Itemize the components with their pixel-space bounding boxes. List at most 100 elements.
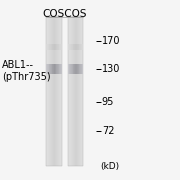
Text: 95: 95 [102,97,114,107]
Bar [51,64,52,74]
Bar [80,44,81,50]
Bar [68,64,69,74]
Bar [82,44,83,50]
Bar [68,44,69,50]
Bar [76,64,77,74]
Bar [73,16,74,166]
Bar [56,64,57,74]
Bar [71,64,72,74]
Bar [61,16,62,166]
Bar [77,44,78,50]
Bar [79,64,80,74]
Bar [50,64,51,74]
Bar [48,16,49,166]
Bar [61,64,62,74]
Bar [46,16,47,166]
Bar [78,16,79,166]
Bar [59,64,60,74]
Bar [70,64,71,74]
Bar [48,44,49,50]
Text: COSCOS: COSCOS [42,9,87,19]
Text: 72: 72 [102,125,114,136]
Bar [55,16,56,166]
Text: ABL1--: ABL1-- [2,60,34,70]
Bar [55,44,56,50]
Bar [49,44,50,50]
Bar [50,16,51,166]
Bar [60,64,61,74]
Bar [68,16,69,166]
Bar [72,64,73,74]
Bar [81,44,82,50]
Bar [51,44,52,50]
Bar [55,16,56,166]
Bar [54,16,55,166]
Bar [81,64,82,74]
Bar [52,44,53,50]
Bar [58,64,59,74]
Bar [54,64,55,74]
Bar [80,64,81,74]
Bar [53,64,54,74]
Bar [48,64,49,74]
Bar [71,44,72,50]
Bar [73,44,74,50]
Bar [74,16,75,166]
Bar [61,44,62,50]
Bar [71,16,72,166]
Bar [74,44,75,50]
Bar [52,16,53,166]
Bar [77,64,78,74]
Bar [78,44,79,50]
Bar [73,64,74,74]
Bar [47,16,48,166]
Bar [75,16,76,166]
Bar [69,16,70,166]
Text: 130: 130 [102,64,120,74]
Bar [58,44,59,50]
Bar [80,16,81,166]
Bar [72,16,73,166]
Bar [46,44,47,50]
Bar [72,44,73,50]
Bar [77,16,78,166]
Bar [47,44,48,50]
Bar [56,16,57,166]
Bar [59,44,60,50]
Bar [76,44,77,50]
Text: (kD): (kD) [100,162,119,171]
Bar [57,64,58,74]
Bar [49,64,50,74]
Bar [59,16,60,166]
Bar [60,16,61,166]
Bar [82,16,83,166]
Bar [58,16,59,166]
Text: 170: 170 [102,35,120,46]
Bar [76,16,77,166]
Bar [54,44,55,50]
Bar [75,44,76,50]
Bar [50,44,51,50]
Bar [81,16,82,166]
Bar [46,16,62,166]
Bar [79,16,80,166]
Bar [57,44,58,50]
Bar [51,16,52,166]
Bar [53,16,54,166]
Bar [82,64,83,74]
Bar [79,44,80,50]
Bar [55,64,56,74]
Bar [69,64,70,74]
Bar [46,64,47,74]
Bar [53,44,54,50]
Bar [60,44,61,50]
Bar [49,16,50,166]
Bar [56,44,57,50]
Bar [75,64,76,74]
Bar [78,64,79,74]
Bar [68,16,83,166]
Bar [69,44,70,50]
Bar [47,64,48,74]
Bar [74,64,75,74]
Bar [57,16,58,166]
